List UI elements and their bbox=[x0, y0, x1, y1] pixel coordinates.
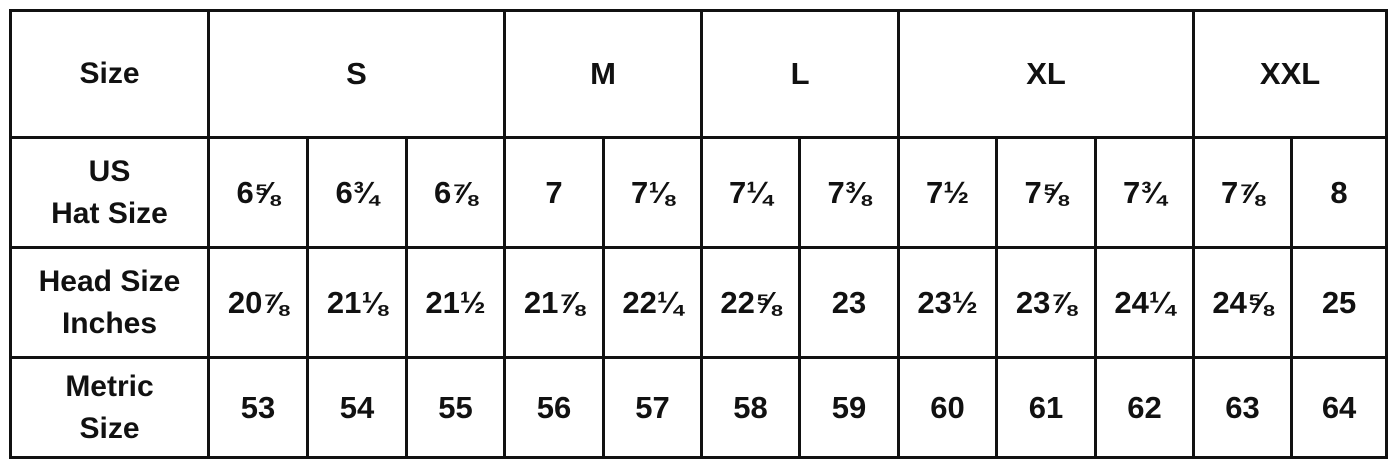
size-value-cell: 23⅞ bbox=[995, 246, 1098, 359]
size-group-xl: XL bbox=[897, 9, 1196, 139]
head-size-inches-row: Head Size Inches 20⅞ 21⅛ 21½ 21⅞ 22¼ 22⅝ 23 23½ 23… bbox=[9, 246, 1389, 359]
size-value-cell: 61 bbox=[995, 356, 1098, 459]
size-value-cell: 6¾ bbox=[306, 136, 408, 249]
size-value-cell: 24¼ bbox=[1094, 246, 1196, 359]
size-value-cell: 57 bbox=[602, 356, 704, 459]
row-label: Metric Size bbox=[9, 356, 210, 459]
row-label: Head Size Inches bbox=[9, 246, 210, 359]
size-header-row: Size S M L XL XXL bbox=[9, 9, 1389, 139]
size-value-cell: 6⅞ bbox=[404, 136, 507, 249]
size-value-cell: 59 bbox=[798, 356, 901, 459]
size-value-cell: 20⅞ bbox=[207, 246, 309, 359]
size-value-cell: 7⅛ bbox=[602, 136, 704, 249]
metric-size-row: Metric Size 53 54 55 56 57 58 59 60 61 62 63 64 bbox=[9, 356, 1389, 459]
size-value-cell: 7⅜ bbox=[798, 136, 901, 249]
size-value-cell: 21⅛ bbox=[306, 246, 408, 359]
size-value-cell: 6⅝ bbox=[207, 136, 309, 249]
size-value-cell: 22⅝ bbox=[700, 246, 802, 359]
size-group-s: S bbox=[206, 9, 507, 139]
size-value-cell: 64 bbox=[1290, 356, 1389, 459]
size-value-cell: 7 bbox=[503, 136, 606, 249]
size-value-cell: 62 bbox=[1094, 356, 1196, 459]
size-value-cell: 23½ bbox=[897, 246, 999, 359]
size-value-cell: 7½ bbox=[897, 136, 999, 249]
size-group-l: L bbox=[700, 9, 901, 139]
size-value-cell: 7⅞ bbox=[1192, 136, 1294, 249]
size-value-cell: 60 bbox=[897, 356, 999, 459]
size-value-cell: 21⅞ bbox=[503, 246, 606, 359]
size-value-cell: 7⅝ bbox=[995, 136, 1098, 249]
size-group-xxl: XXL bbox=[1192, 9, 1389, 139]
size-value-cell: 21½ bbox=[404, 246, 507, 359]
row-label: US Hat Size bbox=[9, 136, 210, 249]
size-value-cell: 54 bbox=[306, 356, 408, 459]
size-value-cell: 55 bbox=[404, 356, 507, 459]
size-value-cell: 53 bbox=[207, 356, 309, 459]
size-value-cell: 63 bbox=[1192, 356, 1294, 459]
size-value-cell: 22¼ bbox=[602, 246, 704, 359]
us-hat-size-row: US Hat Size 6⅝ 6¾ 6⅞ 7 7⅛ 7¼ 7⅜ 7½ 7⅝ 7¾ 7⅞ 8 bbox=[9, 136, 1389, 249]
hat-size-chart: Size S M L XL XXL US Hat Size 6⅝ 6¾ 6⅞ 7 7⅛ 7¼ 7⅜ 7½ 7… bbox=[9, 9, 1389, 459]
size-value-cell: 24⅝ bbox=[1192, 246, 1294, 359]
size-header-label: Size bbox=[9, 9, 210, 139]
size-value-cell: 8 bbox=[1290, 136, 1389, 249]
size-value-cell: 56 bbox=[503, 356, 606, 459]
size-value-cell: 58 bbox=[700, 356, 802, 459]
size-value-cell: 25 bbox=[1290, 246, 1389, 359]
size-value-cell: 23 bbox=[798, 246, 901, 359]
size-value-cell: 7¼ bbox=[700, 136, 802, 249]
size-group-m: M bbox=[503, 9, 704, 139]
size-value-cell: 7¾ bbox=[1094, 136, 1196, 249]
